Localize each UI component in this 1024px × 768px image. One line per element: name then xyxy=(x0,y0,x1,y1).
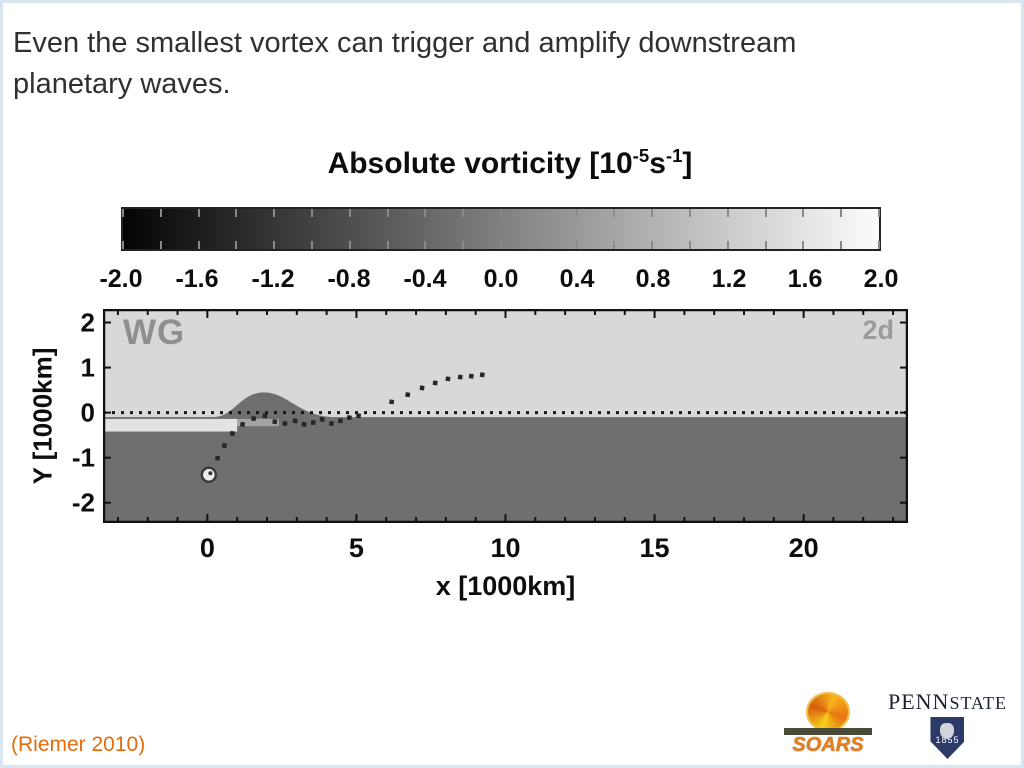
colorbar-tick xyxy=(764,209,767,217)
colorbar-tick-label: 0.8 xyxy=(635,265,671,293)
colorbar-tick xyxy=(613,209,616,217)
heatmap-canvas xyxy=(103,309,908,523)
colorbar-tick xyxy=(386,241,389,249)
colorbar-tick xyxy=(159,209,162,217)
colorbar-tick xyxy=(537,209,540,217)
y-tick-label: -2 xyxy=(71,487,95,518)
colorbar-tick xyxy=(651,209,654,217)
colorbar-tick xyxy=(726,209,729,217)
x-tick-label: 5 xyxy=(348,533,364,563)
soars-logo-text: SOARS xyxy=(792,734,864,756)
chart-title-exp-1: -5 xyxy=(632,145,650,166)
colorbar-tick xyxy=(500,241,502,249)
colorbar-tick xyxy=(235,241,238,249)
pennstate-shield-icon: 1855 xyxy=(930,717,965,759)
pennstate-logo: PENNSTATE 1855 xyxy=(888,689,1007,759)
colorbar-tick xyxy=(197,241,200,249)
y-tick-label: -1 xyxy=(71,442,95,473)
colorbar-tick xyxy=(311,209,313,217)
colorbar-tick-labels: -2.0 -1.6 -1.2 -0.8 -0.4 0.0 0.4 0.8 1.2 1.6 2.0 xyxy=(99,265,898,297)
colorbar-tick-label: 1.2 xyxy=(711,265,747,293)
colorbar-tick xyxy=(122,209,124,217)
soars-logo: SOARS xyxy=(783,692,872,756)
slide-title: Even the smallest vortex can trigger and… xyxy=(13,23,993,104)
colorbar-tick-label: 0.0 xyxy=(483,265,519,293)
citation: (Riemer 2010) xyxy=(11,733,146,756)
colorbar-tick-label: 2.0 xyxy=(863,265,899,293)
plot-annotation-2d: 2d xyxy=(862,315,894,345)
colorbar-tick xyxy=(537,241,540,249)
colorbar-tick xyxy=(462,241,465,249)
colorbar-tick xyxy=(273,209,276,217)
pennstate-logo-text: PENNSTATE xyxy=(888,689,1007,715)
chart-title-exp-2: -1 xyxy=(665,145,683,166)
colorbar-tick xyxy=(840,241,843,249)
y-tick-label: 0 xyxy=(80,397,95,428)
colorbar-tick xyxy=(802,241,805,249)
y-axis-ticks: 2 1 0 -1 -2 xyxy=(53,307,95,523)
colorbar-tick xyxy=(122,241,124,249)
colorbar-tick xyxy=(840,209,843,217)
colorbar-gradient xyxy=(121,207,881,251)
x-tick-label: 20 xyxy=(788,533,819,563)
colorbar-tick xyxy=(726,241,729,249)
colorbar-tick xyxy=(500,209,502,217)
colorbar-tick xyxy=(651,241,654,249)
colorbar-tick xyxy=(235,209,238,217)
x-tick-label: 0 xyxy=(199,533,215,563)
soars-tagline-strip xyxy=(783,728,872,735)
colorbar-tick xyxy=(424,209,427,217)
colorbar-tick xyxy=(311,241,313,249)
colorbar-tick-label: -2.0 xyxy=(99,265,143,293)
soars-sun-icon xyxy=(805,692,850,732)
colorbar-tick xyxy=(575,241,578,249)
heatmap-plot: WG 2d xyxy=(103,309,908,523)
colorbar-tick-label: -0.8 xyxy=(327,265,371,293)
colorbar-tick xyxy=(575,209,578,217)
colorbar-tick xyxy=(273,241,276,249)
colorbar-tick xyxy=(613,241,616,249)
footer-logos: SOARS PENNSTATE 1855 xyxy=(783,689,1007,759)
x-tick-label: 10 xyxy=(490,533,521,563)
x-axis-label: x [1000km] xyxy=(435,571,576,601)
colorbar-tick-label: -0.4 xyxy=(403,265,447,293)
colorbar-tick xyxy=(386,209,389,217)
chart-title-prefix: Absolute vorticity [10 xyxy=(327,147,633,180)
slide-title-line-2: planetary waves. xyxy=(13,67,231,100)
colorbar-tick xyxy=(462,209,465,217)
colorbar-tick-label: -1.2 xyxy=(251,265,295,293)
shield-year: 1855 xyxy=(935,735,960,745)
chart-title-mid: s xyxy=(649,147,666,180)
colorbar-tick xyxy=(764,241,767,249)
penn-text: PENN xyxy=(887,689,950,714)
colorbar-tick-label: 1.6 xyxy=(787,265,823,293)
colorbar-tick xyxy=(802,209,805,217)
x-axis-ticks: 0 5 10 15 20 xyxy=(103,533,908,565)
plot-annotation-wg: WG xyxy=(123,313,186,352)
colorbar-tick xyxy=(348,241,351,249)
state-text: STATE xyxy=(949,693,1007,713)
colorbar-tick xyxy=(348,209,351,217)
slide-title-line-1: Even the smallest vortex can trigger and… xyxy=(13,27,797,59)
y-tick-label: 1 xyxy=(80,352,95,383)
x-tick-label: 15 xyxy=(639,533,670,563)
colorbar-tick xyxy=(159,241,162,249)
colorbar-tick xyxy=(878,209,880,217)
colorbar-tick xyxy=(689,209,691,217)
chart-title-suffix: ] xyxy=(682,147,693,180)
colorbar-tick-label: -1.6 xyxy=(175,265,219,293)
colorbar-tick xyxy=(878,241,880,249)
colorbar-tick-label: 0.4 xyxy=(559,265,595,293)
colorbar-tick xyxy=(424,241,427,249)
y-tick-label: 2 xyxy=(80,307,95,338)
shield-lion-icon xyxy=(940,723,955,739)
colorbar-tick xyxy=(689,241,691,249)
colorbar-tick xyxy=(197,209,200,217)
chart-title: Absolute vorticity [10-5s-1] xyxy=(3,145,1017,181)
